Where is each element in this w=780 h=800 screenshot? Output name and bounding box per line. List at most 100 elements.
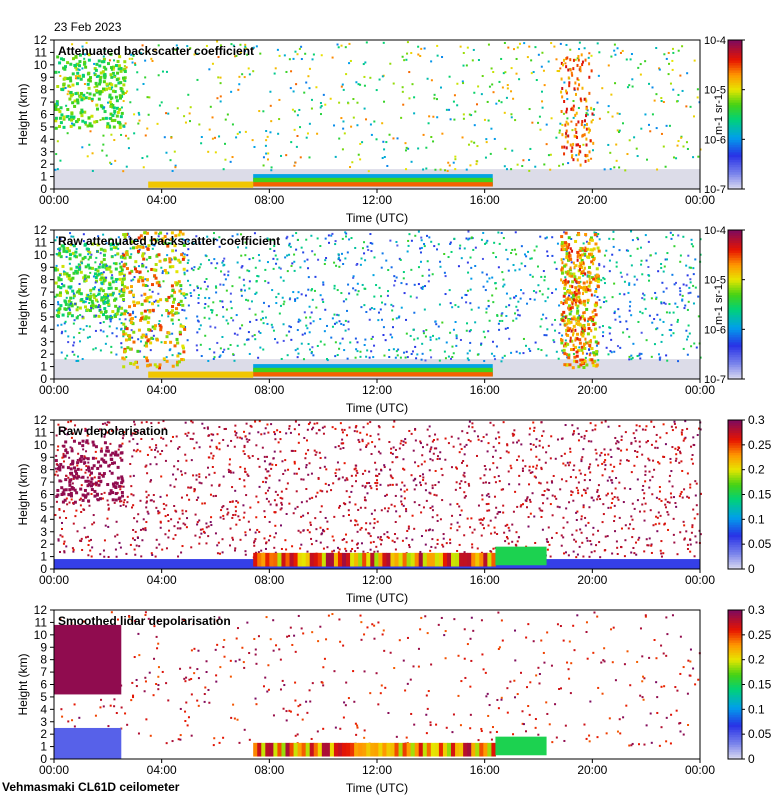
y-tick-label: 9 bbox=[40, 450, 47, 464]
y-tick-label: 3 bbox=[40, 335, 47, 349]
colorbar-tick-label: 10-6 bbox=[704, 324, 726, 336]
y-tick-label: 0 bbox=[40, 752, 47, 766]
x-tick-label: 20:00 bbox=[577, 573, 607, 587]
x-tick-label: 04:00 bbox=[147, 383, 177, 397]
x-tick-label: 00:00 bbox=[685, 573, 715, 587]
colorbar-tick-label: 10-7 bbox=[704, 184, 726, 196]
y-tick-label: 10 bbox=[34, 438, 48, 452]
colorbar-tick-label: 10-5 bbox=[704, 85, 726, 97]
y-tick-label: 1 bbox=[40, 550, 47, 564]
x-tick-label: 20:00 bbox=[577, 193, 607, 207]
x-tick-label: 16:00 bbox=[470, 383, 500, 397]
plot-background bbox=[54, 40, 700, 189]
colorbar-tick-label: 0.3 bbox=[748, 603, 765, 617]
y-tick-label: 9 bbox=[40, 640, 47, 654]
y-tick-label: 6 bbox=[40, 108, 47, 122]
x-tick-label: 00:00 bbox=[685, 763, 715, 777]
x-tick-label: 12:00 bbox=[362, 573, 392, 587]
y-tick-label: 7 bbox=[40, 285, 47, 299]
colorbar-unit: m-1 sr-1 bbox=[713, 94, 725, 135]
y-tick-label: 11 bbox=[35, 615, 48, 629]
y-tick-label: 5 bbox=[40, 690, 47, 704]
colorbar-tick-label: 10-5 bbox=[704, 275, 726, 287]
y-tick-label: 2 bbox=[40, 157, 47, 171]
y-axis-label: Height (km) bbox=[16, 83, 30, 145]
x-tick-label: 20:00 bbox=[577, 383, 607, 397]
y-tick-label: 4 bbox=[40, 512, 47, 526]
colorbar-tick-label: 10-7 bbox=[704, 374, 726, 386]
colorbar-tick-label: 0.1 bbox=[748, 702, 765, 716]
x-tick-label: 20:00 bbox=[577, 763, 607, 777]
x-tick-label: 16:00 bbox=[470, 573, 500, 587]
x-tick-label: 00:00 bbox=[39, 383, 69, 397]
colorbar-unit: m-1 sr-1 bbox=[713, 284, 725, 325]
plot-background bbox=[54, 420, 700, 569]
y-tick-label: 3 bbox=[40, 525, 47, 539]
y-tick-label: 4 bbox=[40, 702, 47, 716]
y-axis-label: Height (km) bbox=[16, 653, 30, 715]
x-tick-label: 16:00 bbox=[470, 193, 500, 207]
colorbar-tick-label: 0.05 bbox=[748, 537, 772, 551]
x-tick-label: 08:00 bbox=[254, 193, 284, 207]
y-tick-label: 11 bbox=[35, 45, 48, 59]
y-tick-label: 2 bbox=[40, 347, 47, 361]
y-tick-label: 0 bbox=[40, 562, 47, 576]
y-tick-label: 8 bbox=[40, 83, 47, 97]
y-tick-label: 9 bbox=[40, 70, 47, 84]
x-tick-label: 04:00 bbox=[147, 763, 177, 777]
heatmap-field bbox=[54, 40, 702, 189]
panel-title: Raw attenuated backscatter coefficient bbox=[58, 234, 280, 248]
colorbar-tick-label: 0.3 bbox=[748, 413, 765, 427]
x-tick-label: 00:00 bbox=[39, 573, 69, 587]
x-tick-label: 04:00 bbox=[147, 573, 177, 587]
cloud-layer-base bbox=[253, 182, 493, 187]
heatmap-field bbox=[54, 230, 702, 379]
x-tick-label: 08:00 bbox=[254, 383, 284, 397]
x-tick-label: 00:00 bbox=[685, 193, 715, 207]
colorbar-tick-label: 0.15 bbox=[748, 488, 772, 502]
low-layer bbox=[148, 371, 254, 378]
y-tick-label: 3 bbox=[40, 715, 47, 729]
colorbar-tick-label: 0.05 bbox=[748, 727, 772, 741]
cloud-layer-base bbox=[253, 372, 493, 377]
colorbar-tick-label: 10-4 bbox=[704, 35, 726, 47]
x-tick-label: 16:00 bbox=[470, 763, 500, 777]
mixed-phase-region bbox=[495, 546, 547, 566]
y-tick-label: 12 bbox=[34, 33, 48, 47]
colorbar-tick-label: 0 bbox=[748, 752, 755, 766]
x-axis-label: Time (UTC) bbox=[346, 781, 408, 795]
y-tick-label: 10 bbox=[34, 248, 48, 262]
colorbar: 0 0.05 0.1 0.15 0.2 0.25 0.3 bbox=[727, 413, 772, 576]
x-axis-label: Time (UTC) bbox=[346, 401, 408, 415]
y-tick-label: 8 bbox=[40, 273, 47, 287]
y-tick-label: 1 bbox=[40, 170, 47, 184]
panel-title: Raw depolarisation bbox=[58, 424, 168, 438]
y-tick-label: 4 bbox=[40, 322, 47, 336]
colorbar: 0 0.05 0.1 0.15 0.2 0.25 0.3 bbox=[727, 603, 772, 766]
mixed-phase-region bbox=[495, 736, 547, 756]
x-tick-label: 08:00 bbox=[254, 573, 284, 587]
y-tick-label: 7 bbox=[40, 475, 47, 489]
y-tick-label: 12 bbox=[34, 223, 48, 237]
y-tick-label: 11 bbox=[35, 235, 48, 249]
colorbar-tick-label: 0.15 bbox=[748, 678, 772, 692]
date-label: 23 Feb 2023 bbox=[54, 20, 122, 34]
x-tick-label: 08:00 bbox=[254, 763, 284, 777]
colorbar-tick-label: 10-6 bbox=[704, 134, 726, 146]
y-tick-label: 12 bbox=[34, 603, 48, 617]
ice-cloud-block bbox=[54, 624, 122, 695]
colorbar-tick-label: 0.2 bbox=[748, 463, 765, 477]
y-tick-label: 3 bbox=[40, 145, 47, 159]
y-tick-label: 1 bbox=[40, 740, 47, 754]
y-tick-label: 0 bbox=[40, 372, 47, 386]
y-tick-label: 10 bbox=[34, 58, 48, 72]
y-tick-label: 7 bbox=[40, 95, 47, 109]
y-axis-label: Height (km) bbox=[16, 273, 30, 335]
colorbar-frame bbox=[727, 39, 743, 190]
y-tick-label: 5 bbox=[40, 120, 47, 134]
x-axis-label: Time (UTC) bbox=[346, 211, 408, 225]
